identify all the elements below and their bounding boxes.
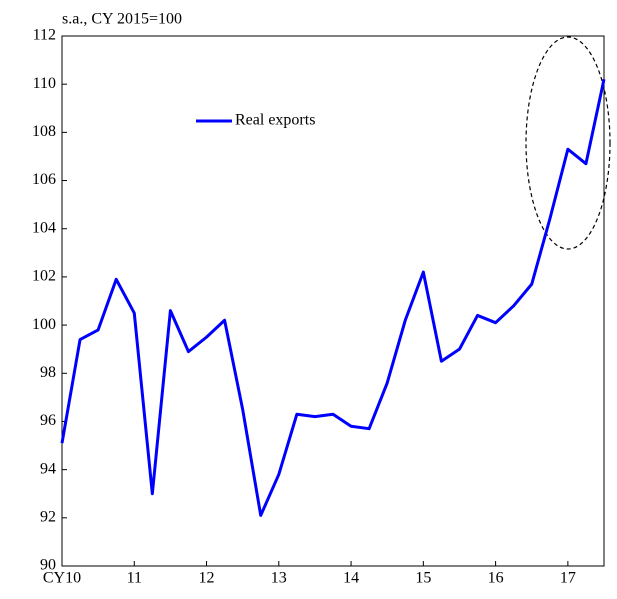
x-tick-label: CY10 <box>43 570 81 587</box>
y-tick-label: 112 <box>33 27 56 44</box>
series-line <box>60 79 606 517</box>
y-tick-label: 98 <box>40 364 56 381</box>
x-tick-label: 14 <box>343 570 359 587</box>
x-tick-label: 17 <box>560 570 576 587</box>
x-tick-label: 15 <box>415 570 431 587</box>
x-tick-label: 16 <box>488 570 504 587</box>
x-tick-label: 12 <box>199 570 215 587</box>
y-tick-label: 108 <box>32 123 56 140</box>
x-tick-label: 11 <box>127 570 142 587</box>
y-tick-label: 92 <box>40 508 56 525</box>
y-tick-label: 110 <box>33 75 56 92</box>
highlight-ellipse <box>525 36 611 250</box>
y-tick-label: 90 <box>40 557 56 574</box>
legend-label: Real exports <box>235 112 315 129</box>
chart-subtitle: s.a., CY 2015=100 <box>62 11 182 28</box>
y-tick-label: 104 <box>32 219 56 236</box>
y-tick-label: 106 <box>32 171 56 188</box>
y-tick-label: 94 <box>40 460 56 477</box>
y-tick-label: 100 <box>32 316 56 333</box>
plot-frame <box>61 35 605 567</box>
y-tick-label: 102 <box>32 268 56 285</box>
x-tick-label: 13 <box>271 570 287 587</box>
y-tick-label: 96 <box>40 412 56 429</box>
